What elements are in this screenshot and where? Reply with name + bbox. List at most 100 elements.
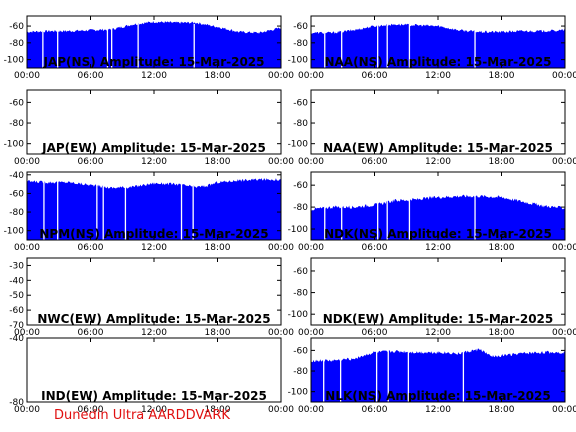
x-tick-label-ind-ew-2: 12:00 [141,405,167,415]
x-tick-label-ndk-ew-4: 00:00 [552,328,576,338]
y-tick-label-ndk-ew-1: -80 [293,289,308,299]
panel-naa-ew: -60 -80 -100 00:00 06:00 12:00 18:00 00:00 NAA(E… [288,89,576,167]
panel-ndk-ew: -60 -80 -100 00:00 06:00 12:00 18:00 00:00 NDK(E… [288,257,576,338]
x-tick-label-ndk-ns-2: 12:00 [425,243,451,253]
panel-nlk-ns: -60 -80 -100 00:00 06:00 12:00 18:00 00:00NLK(N… [288,337,576,415]
panel-jap-ew: -60 -80 -100 00:00 06:00 12:00 18:00 00:00JAP(E… [4,89,294,167]
x-tick-label-ndk-ns-4: 00:00 [552,243,576,253]
panel-title-ndk-ew: NDK(EW) Amplitude: 15-Mar-2025 [323,312,554,326]
y-tick-label-jap-ns-2: -100 [4,56,25,66]
y-tick-label-nlk-ns-2: -100 [288,388,309,398]
x-tick-label-nlk-ns-1: 06:00 [362,405,388,415]
y-tick-label-naa-ew-1: -80 [293,119,308,129]
x-tick-label-jap-ns-1: 06:00 [78,71,104,81]
y-tick-label-jap-ew-0: -60 [9,98,24,108]
x-tick-label-ind-ew-3: 18:00 [205,405,231,415]
amplitude-area-jap-ns [27,21,281,68]
y-tick-label-nlk-ns-1: -80 [293,367,308,377]
y-tick-label-nwc-ew-2: -50 [9,291,24,301]
y-tick-label-nwc-ew-1: -40 [9,276,24,286]
y-tick-label-nlk-ns-0: -60 [293,346,308,356]
panel-naa-ns: -60 -80 -100 00:00 06:00 12:00 18:00 00:00NAA(N… [288,15,576,81]
x-tick-label-naa-ew-0: 00:00 [298,157,324,167]
x-tick-label-ndk-ew-3: 18:00 [489,328,515,338]
amplitude-area-naa-ns [311,23,565,69]
x-tick-label-ndk-ns-1: 06:00 [362,243,388,253]
amplitude-area-ndk-ns [311,194,565,240]
x-tick-label-nwc-ew-2: 12:00 [141,328,167,338]
x-tick-label-ndk-ew-2: 12:00 [425,328,451,338]
panel-title-jap-ns: JAP(NS) Amplitude: 15-Mar-2025 [43,55,265,69]
x-tick-label-naa-ns-3: 18:00 [489,71,515,81]
panel-title-naa-ns: NAA(NS) Amplitude: 15-Mar-2025 [324,55,551,69]
x-tick-label-ndk-ew-1: 06:00 [362,328,388,338]
x-tick-label-npm-ns-4: 00:00 [268,243,294,253]
panel-title-nlk-ns: NLK(NS) Amplitude: 15-Mar-2025 [325,389,550,403]
y-tick-label-nwc-ew-0: -30 [9,261,24,271]
y-tick-label-npm-ns-1: -60 [9,189,24,199]
panel-title-jap-ew: JAP(EW) Amplitude: 15-Mar-2025 [41,141,266,155]
y-tick-label-ndk-ns-2: -100 [288,225,309,235]
x-tick-label-nlk-ns-2: 12:00 [425,405,451,415]
y-tick-label-naa-ns-2: -100 [288,56,309,66]
x-tick-label-nlk-ns-3: 18:00 [489,405,515,415]
x-tick-label-jap-ns-3: 18:00 [205,71,231,81]
amplitude-area-npm-ns [27,178,281,240]
x-tick-label-jap-ew-2: 12:00 [141,157,167,167]
y-tick-label-ndk-ew-0: -60 [293,267,308,277]
panel-title-npm-ns: NPM(NS) Amplitude: 15-Mar-2025 [39,227,268,241]
y-tick-label-jap-ns-1: -80 [9,39,24,49]
x-tick-label-nwc-ew-3: 18:00 [205,328,231,338]
x-tick-label-jap-ew-4: 00:00 [268,157,294,167]
y-tick-label-jap-ns-0: -60 [9,22,24,32]
x-tick-label-jap-ns-4: 00:00 [268,71,294,81]
y-tick-label-naa-ew-0: -60 [293,98,308,108]
y-tick-label-ndk-ew-2: -100 [288,310,309,320]
y-tick-label-ndk-ns-1: -80 [293,203,308,213]
y-tick-label-naa-ew-2: -100 [288,140,309,150]
x-tick-label-jap-ew-0: 00:00 [14,157,40,167]
panel-title-naa-ew: NAA(EW) Amplitude: 15-Mar-2025 [323,141,553,155]
x-tick-label-naa-ns-2: 12:00 [425,71,451,81]
y-tick-label-naa-ns-0: -60 [293,22,308,32]
y-tick-label-ndk-ns-0: -60 [293,181,308,191]
panel-ndk-ns: -60 -80 -100 00:00 06:00 12:00 18:00 00:00NDK(N… [288,171,576,253]
x-tick-label-nwc-ew-1: 06:00 [78,328,104,338]
x-tick-label-nlk-ns-0: 00:00 [298,405,324,415]
x-tick-label-nlk-ns-4: 00:00 [552,405,576,415]
panel-title-nwc-ew: NWC(EW) Amplitude: 15-Mar-2025 [37,312,270,326]
y-tick-label-npm-ns-2: -80 [9,208,24,218]
panel-title-ndk-ns: NDK(NS) Amplitude: 15-Mar-2025 [324,227,552,241]
x-tick-label-npm-ns-3: 18:00 [205,243,231,253]
x-tick-label-ndk-ns-3: 18:00 [489,243,515,253]
y-tick-label-jap-ew-1: -80 [9,119,24,129]
x-tick-label-ndk-ew-0: 00:00 [298,328,324,338]
x-tick-label-ndk-ns-0: 00:00 [298,243,324,253]
x-tick-label-ind-ew-1: 06:00 [78,405,104,415]
x-tick-label-nwc-ew-4: 00:00 [268,328,294,338]
y-tick-label-npm-ns-0: -40 [9,171,24,181]
y-tick-label-nwc-ew-4: -70 [9,321,24,331]
y-tick-label-nwc-ew-3: -60 [9,306,24,316]
credit-label: Dunedin Ultra AARDDVARK [54,408,230,423]
x-tick-label-naa-ns-0: 00:00 [298,71,324,81]
y-tick-label-naa-ns-1: -80 [293,39,308,49]
x-tick-label-naa-ew-4: 00:00 [552,157,576,167]
y-tick-label-npm-ns-3: -100 [4,227,25,237]
x-tick-label-jap-ew-3: 18:00 [205,157,231,167]
y-tick-label-jap-ew-2: -100 [4,140,25,150]
x-tick-label-jap-ns-2: 12:00 [141,71,167,81]
x-tick-label-jap-ew-1: 06:00 [78,157,104,167]
x-tick-label-naa-ew-1: 06:00 [362,157,388,167]
x-tick-label-ind-ew-4: 00:00 [268,405,294,415]
y-tick-label-ind-ew-1: -80 [9,398,24,408]
y-tick-label-ind-ew-0: -40 [9,334,24,344]
x-tick-label-naa-ns-1: 06:00 [362,71,388,81]
panel-jap-ns: -60 -80 -100 00:00 06:00 12:00 18:00 00:00JAP(N… [4,15,294,81]
x-tick-label-npm-ns-2: 12:00 [141,243,167,253]
x-tick-label-jap-ns-0: 00:00 [14,71,40,81]
